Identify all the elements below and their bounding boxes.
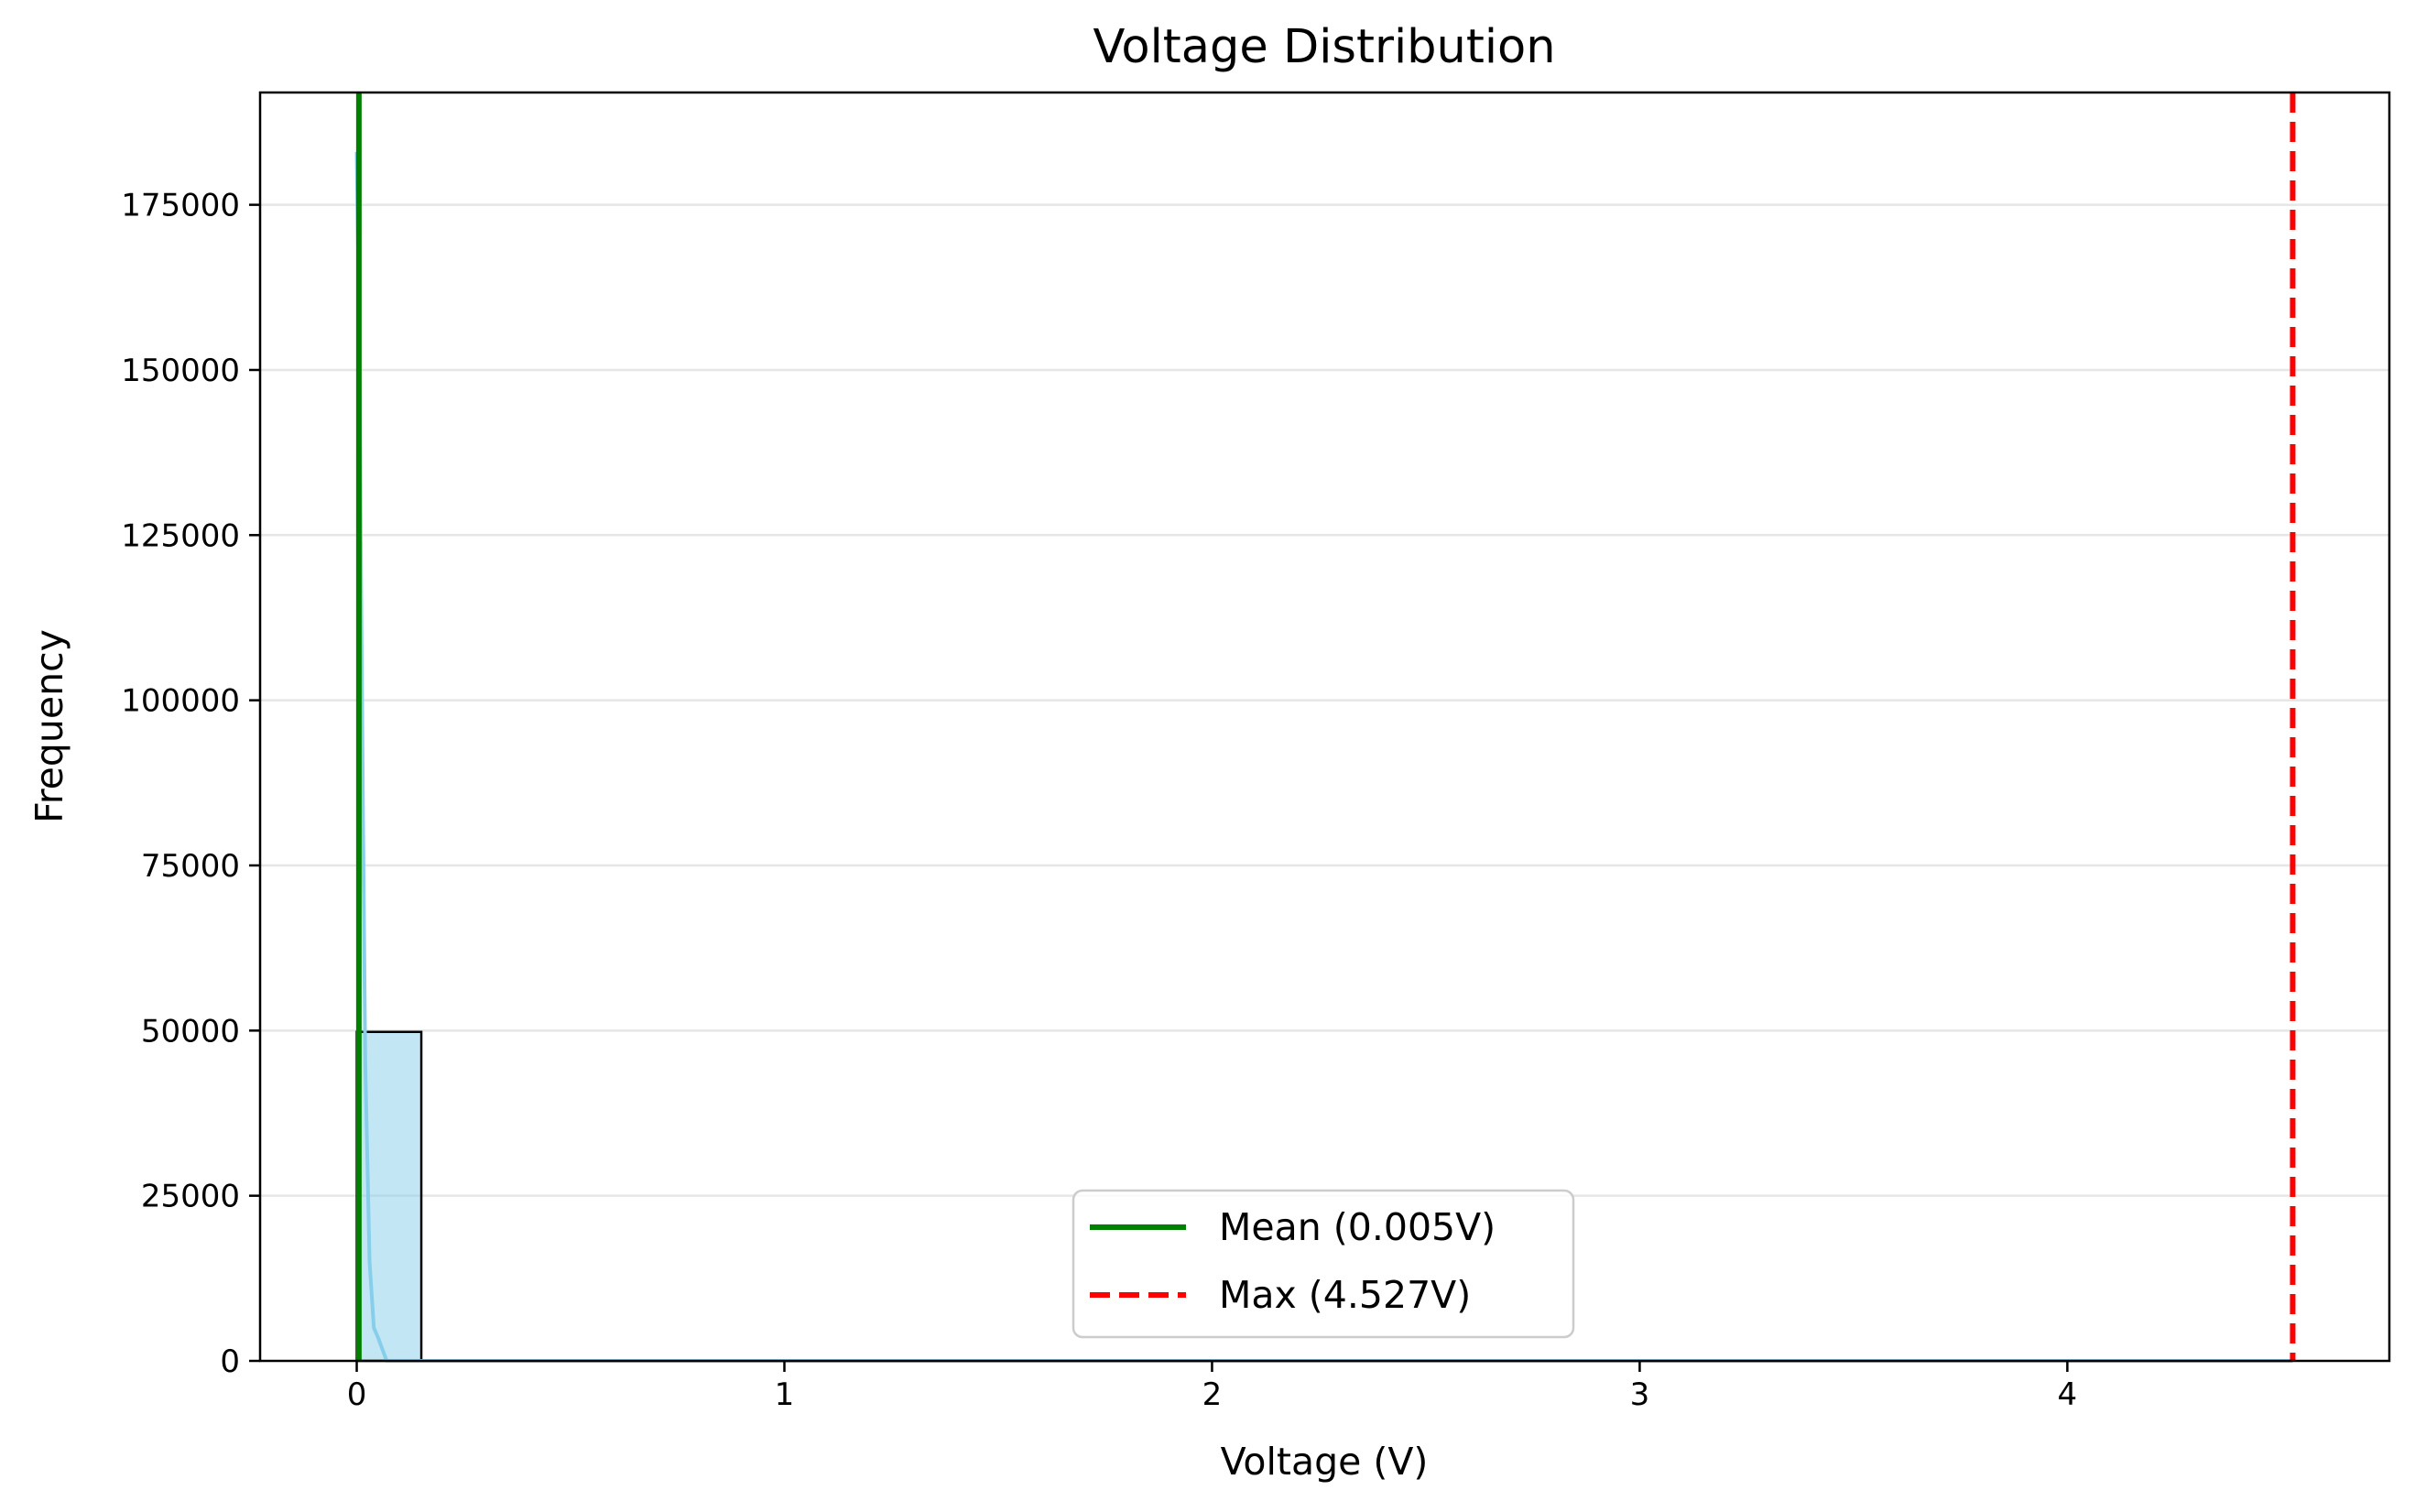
x-tick-label-0: 0 [347, 1376, 367, 1413]
y-tick-label-4: 100000 [121, 683, 240, 720]
x-tick-label-2: 2 [1202, 1376, 1223, 1413]
reference-lines [355, 92, 2296, 1361]
x-axis-ticks: 0 1 2 3 4 [347, 1361, 2077, 1413]
legend: Mean (0.005V) Max (4.527V) [1072, 1189, 1575, 1339]
y-axis-label: Frequency [27, 629, 71, 823]
y-tick-label-2: 50000 [141, 1013, 240, 1050]
y-tick-label-6: 150000 [121, 353, 240, 389]
plot-frame [258, 91, 2391, 1363]
y-tick-label-5: 125000 [121, 517, 240, 554]
y-tick-label-7: 175000 [121, 188, 240, 224]
chart-title: Voltage Distribution [1093, 20, 1555, 74]
legend-max-label: Max (4.527V) [1219, 1273, 1471, 1317]
y-axis-ticks: 0 25000 50000 75000 100000 125000 150000 175000 [121, 188, 260, 1380]
y-tick-label-3: 75000 [141, 848, 240, 885]
legend-box [1072, 1189, 1575, 1339]
grid-lines [260, 203, 2389, 1197]
legend-mean-label: Mean (0.005V) [1219, 1205, 1496, 1249]
x-tick-label-4: 4 [2058, 1376, 2078, 1413]
x-tick-label-3: 3 [1630, 1376, 1650, 1413]
y-tick-label-0: 0 [220, 1343, 240, 1380]
y-tick-label-1: 25000 [141, 1179, 240, 1215]
x-tick-label-1: 1 [775, 1376, 795, 1413]
x-axis-label: Voltage (V) [1221, 1440, 1429, 1484]
